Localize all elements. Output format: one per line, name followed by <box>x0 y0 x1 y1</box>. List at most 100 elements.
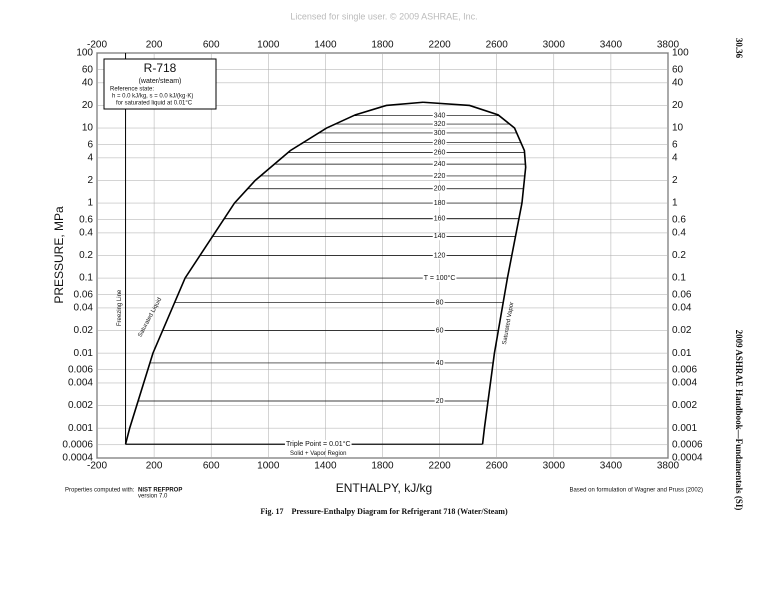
y2-tick-label: 0.06 <box>672 289 692 300</box>
y2-tick-label: 0.004 <box>672 378 697 389</box>
label-bg <box>422 273 457 282</box>
x-tick-label: 200 <box>146 40 163 51</box>
x-tick-label: 3400 <box>600 40 623 51</box>
x-tick-label: 200 <box>146 461 163 472</box>
region-label: Solid + Vapor Region <box>290 451 346 457</box>
x-tick-label: 1800 <box>371 461 394 472</box>
footer-right: Based on formulation of Wagner and Pruss… <box>569 488 703 494</box>
y2-tick-label: 60 <box>672 64 684 75</box>
isotherm-label: 140 <box>434 233 446 240</box>
x-axis-label: ENTHALPY, kJ/kg <box>336 481 432 495</box>
y-tick-label: 0.0006 <box>62 439 93 450</box>
label-bg <box>432 185 447 193</box>
y-axis-label: PRESSURE, MPa <box>52 206 66 304</box>
refrigerant: R-718 <box>144 61 177 75</box>
y-tick-label: 0.02 <box>74 325 94 336</box>
y2-tick-label: 0.002 <box>672 400 697 411</box>
y-tick-label: 60 <box>82 64 94 75</box>
isotherm-label: 180 <box>434 200 446 207</box>
isotherm-label: 240 <box>434 161 446 168</box>
y-tick-label: 0.006 <box>68 364 93 375</box>
saturation-curve <box>124 101 424 445</box>
x-tick-label: 2200 <box>428 461 451 472</box>
x-tick-label: 2600 <box>486 40 509 51</box>
label-bg <box>432 160 447 168</box>
x-tick-label: 3000 <box>543 461 566 472</box>
x-tick-label: 1400 <box>314 40 337 51</box>
x-tick-label: 600 <box>203 40 220 51</box>
y2-tick-label: 0.01 <box>672 348 692 359</box>
y2-tick-label: 6 <box>672 139 678 150</box>
reference: for saturated liquid at 0.01°C <box>116 101 193 107</box>
x-tick-label: 3800 <box>657 461 680 472</box>
label-bg <box>434 397 445 405</box>
y-tick-label: 6 <box>87 139 93 150</box>
x-tick-label: -200 <box>87 40 107 51</box>
label-bg <box>284 440 352 449</box>
label-bg <box>432 172 447 180</box>
label-bg <box>434 327 445 335</box>
y-tick-label: 1 <box>87 198 93 209</box>
isotherm-label: 340 <box>434 113 446 120</box>
y-tick-label: 0.1 <box>79 273 93 284</box>
label-bg <box>432 120 447 128</box>
caption: Fig. 17 Pressure-Enthalpy Diagram for Re… <box>260 507 508 516</box>
curve-label: Saturated Liquid <box>137 297 163 338</box>
plot: 100 100 60 60 40 40 20 20 10 10 6 6 4 4 2 2 1 1 0.6 0.6 0.4 0… <box>62 40 703 472</box>
reference: Reference state: <box>110 87 154 93</box>
isotherm-label: 300 <box>434 130 446 137</box>
x-tick-label: 2200 <box>428 40 451 51</box>
y-tick-label: 0.001 <box>68 423 93 434</box>
y-tick-label: 0.2 <box>79 250 93 261</box>
isotherm-label: 60 <box>436 327 444 334</box>
y2-tick-label: 0.02 <box>672 325 692 336</box>
y2-tick-label: 100 <box>672 48 689 59</box>
label-bg <box>432 215 447 223</box>
y-tick-label: 20 <box>82 100 94 111</box>
y2-tick-label: 4 <box>672 153 678 164</box>
isotherm-label: 260 <box>434 149 446 156</box>
y-tick-label: 0.04 <box>74 303 94 314</box>
y-tick-label: 0.004 <box>68 378 93 389</box>
isotherm-label: 200 <box>434 186 446 193</box>
isotherm-label: 120 <box>434 252 446 259</box>
y-tick-label: 0.0004 <box>62 453 93 464</box>
legend-box <box>103 58 217 110</box>
y2-tick-label: 0.2 <box>672 250 686 261</box>
label-bg <box>432 129 447 137</box>
x-tick-label: 1800 <box>371 40 394 51</box>
y2-tick-label: 20 <box>672 100 684 111</box>
isotherm-label: T = 100°C <box>424 274 456 282</box>
x-tick-label: 600 <box>203 461 220 472</box>
isotherm-label: 80 <box>436 300 444 307</box>
license: Licensed for single user. © 2009 ASHRAE,… <box>290 11 477 21</box>
y-tick-label: 0.4 <box>79 228 93 239</box>
footer-left: NIST REFPROP <box>138 488 182 494</box>
label-bg <box>432 199 447 207</box>
y2-tick-label: 0.001 <box>672 423 697 434</box>
y2-tick-label: 0.1 <box>672 273 686 284</box>
x-tick-label: 3400 <box>600 461 623 472</box>
y2-tick-label: 0.6 <box>672 214 686 225</box>
isotherm-label: 20 <box>436 398 444 405</box>
y-tick-label: 4 <box>87 153 93 164</box>
reference: h = 0.0 kJ/kg, s = 0.0 kJ/(kg·K) <box>112 94 193 100</box>
label-bg <box>432 112 447 120</box>
y2-tick-label: 0.0004 <box>672 453 703 464</box>
y-tick-label: 100 <box>76 48 93 59</box>
label-bg <box>432 139 447 147</box>
label-bg <box>432 233 447 241</box>
saturation-curve <box>422 101 527 445</box>
x-tick-label: 3000 <box>543 40 566 51</box>
y2-tick-label: 2 <box>672 175 678 186</box>
isotherm-label: 160 <box>434 215 446 222</box>
x-tick-label: 1000 <box>257 461 280 472</box>
y-tick-label: 0.01 <box>74 348 94 359</box>
y2-tick-label: 1 <box>672 198 678 209</box>
y2-tick-label: 0.4 <box>672 228 686 239</box>
triple-point-label: Triple Point = 0.01°C <box>286 440 351 448</box>
isotherm-label: 320 <box>434 121 446 128</box>
y2-tick-label: 0.006 <box>672 364 697 375</box>
isotherm-label: 220 <box>434 173 446 180</box>
